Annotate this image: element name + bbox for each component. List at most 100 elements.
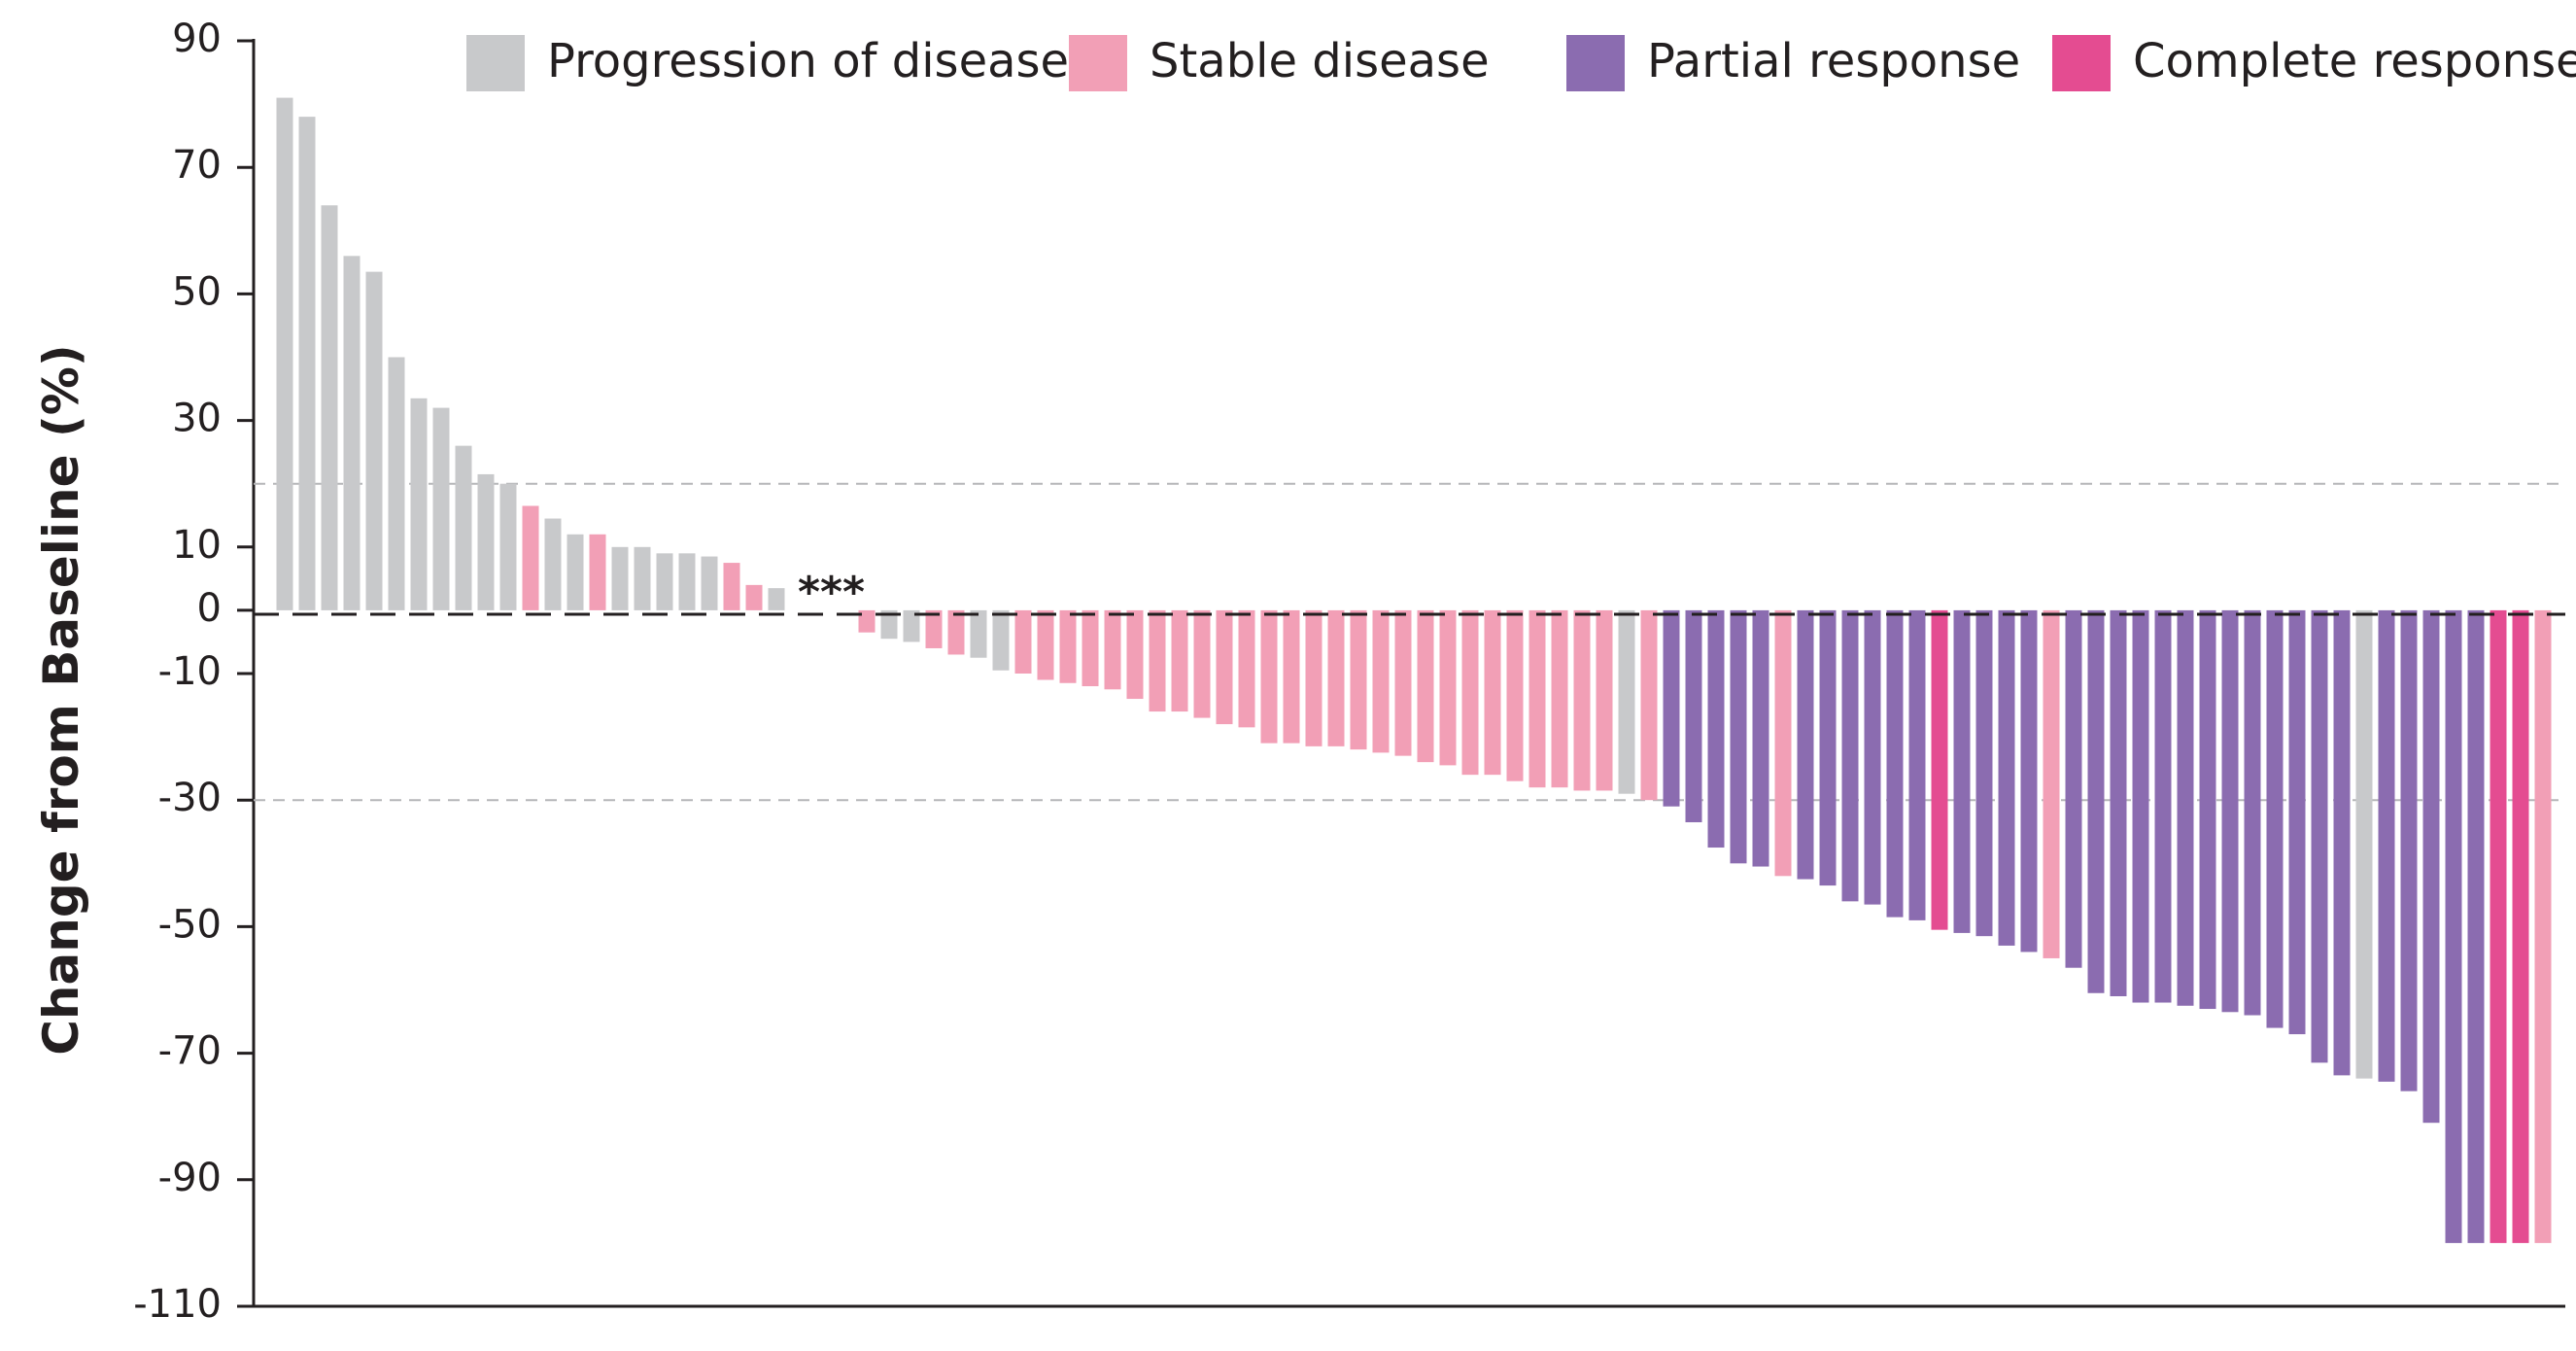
bar [2512, 609, 2529, 1243]
bar [1908, 609, 1926, 920]
bar [1841, 609, 1859, 902]
bar [388, 357, 405, 610]
legend-swatch [1069, 35, 1127, 91]
bar [410, 398, 428, 610]
bar [432, 407, 450, 610]
bar [903, 609, 920, 642]
bar [2177, 609, 2194, 1006]
bar [992, 609, 1010, 671]
bar [522, 505, 539, 610]
bar [2065, 609, 2082, 968]
bar [678, 553, 696, 610]
bar [2490, 609, 2507, 1243]
y-tick-label: -30 [158, 776, 222, 820]
bar [1417, 609, 1434, 763]
bar [2355, 609, 2373, 1079]
bar [701, 556, 718, 610]
bar [1528, 609, 1546, 788]
bar [2087, 609, 2105, 993]
bar [1640, 609, 1658, 801]
bar [1327, 609, 1345, 746]
y-ticks: 90 70 50 30 10 0 -10 -30 -50 -70 -90 -110 [133, 17, 254, 1327]
bar [947, 609, 965, 655]
bar [656, 553, 673, 610]
bar [1238, 609, 1255, 728]
bar [1082, 609, 1099, 687]
legend-label: Partial response [1647, 34, 2020, 88]
bar [2378, 609, 2395, 1082]
bar [2020, 609, 2038, 953]
bar [1350, 609, 1367, 750]
legend-swatch [2052, 35, 2111, 91]
legend-label: Complete response [2133, 34, 2576, 88]
bar [858, 609, 876, 633]
bar [1171, 609, 1188, 712]
bar [1931, 609, 1948, 930]
y-tick-label: 30 [172, 397, 222, 441]
bar [2132, 609, 2149, 1003]
bar [1886, 609, 1904, 918]
bar [2288, 609, 2306, 1035]
bar [1797, 609, 1814, 880]
legend-label: Progression of disease [547, 34, 1069, 88]
bar [321, 205, 338, 610]
bar [1551, 609, 1568, 788]
bar [1819, 609, 1837, 886]
bar [1283, 609, 1300, 744]
bar [1439, 609, 1457, 766]
bar [1663, 609, 1680, 807]
bar [1864, 609, 1881, 905]
bar [1126, 609, 1144, 700]
bar [611, 546, 629, 610]
legend: Progression of disease Stable disease Part… [466, 34, 2576, 91]
bar [589, 534, 606, 610]
y-tick-label: 50 [172, 269, 222, 314]
bar [2221, 609, 2239, 1013]
bar [1372, 609, 1390, 753]
significance-annotation: *** [798, 568, 865, 617]
bar [2154, 609, 2172, 1003]
bar [2400, 609, 2418, 1091]
bar [2467, 609, 2485, 1243]
bar [745, 584, 763, 610]
bar [1752, 609, 1769, 867]
bars-group [276, 97, 2552, 1243]
bar [925, 609, 943, 648]
y-tick-label: 10 [172, 523, 222, 568]
bar [1461, 609, 1479, 776]
bar [343, 256, 361, 610]
bar [1618, 609, 1635, 794]
bar [365, 271, 383, 610]
bar [2311, 609, 2328, 1063]
bar [2534, 609, 2552, 1243]
bar [1998, 609, 2015, 946]
bar [1685, 609, 1702, 822]
legend-label: Stable disease [1150, 34, 1490, 88]
bar [2422, 609, 2440, 1124]
bar [1707, 609, 1725, 849]
bar [1975, 609, 1993, 937]
y-tick-label: -10 [158, 649, 222, 694]
bar [2445, 609, 2462, 1243]
bar [880, 609, 898, 640]
bar [2043, 609, 2060, 958]
y-tick-label: 70 [172, 143, 222, 188]
bar [970, 609, 987, 658]
bar [2266, 609, 2284, 1028]
bar [1104, 609, 1121, 690]
bar [1506, 609, 1524, 781]
y-tick-label: -50 [158, 902, 222, 947]
bar [1394, 609, 1412, 756]
y-tick-label: -110 [133, 1282, 222, 1327]
bar [455, 445, 472, 610]
bar [768, 588, 785, 610]
y-tick-label: -90 [158, 1156, 222, 1200]
bar [1305, 609, 1322, 746]
y-axis-label: Change from Baseline (%) [33, 344, 89, 1056]
bar [1260, 609, 1278, 744]
bar [1484, 609, 1501, 776]
bar [544, 518, 562, 610]
y-tick-label: -70 [158, 1029, 222, 1074]
bar [1730, 609, 1747, 864]
